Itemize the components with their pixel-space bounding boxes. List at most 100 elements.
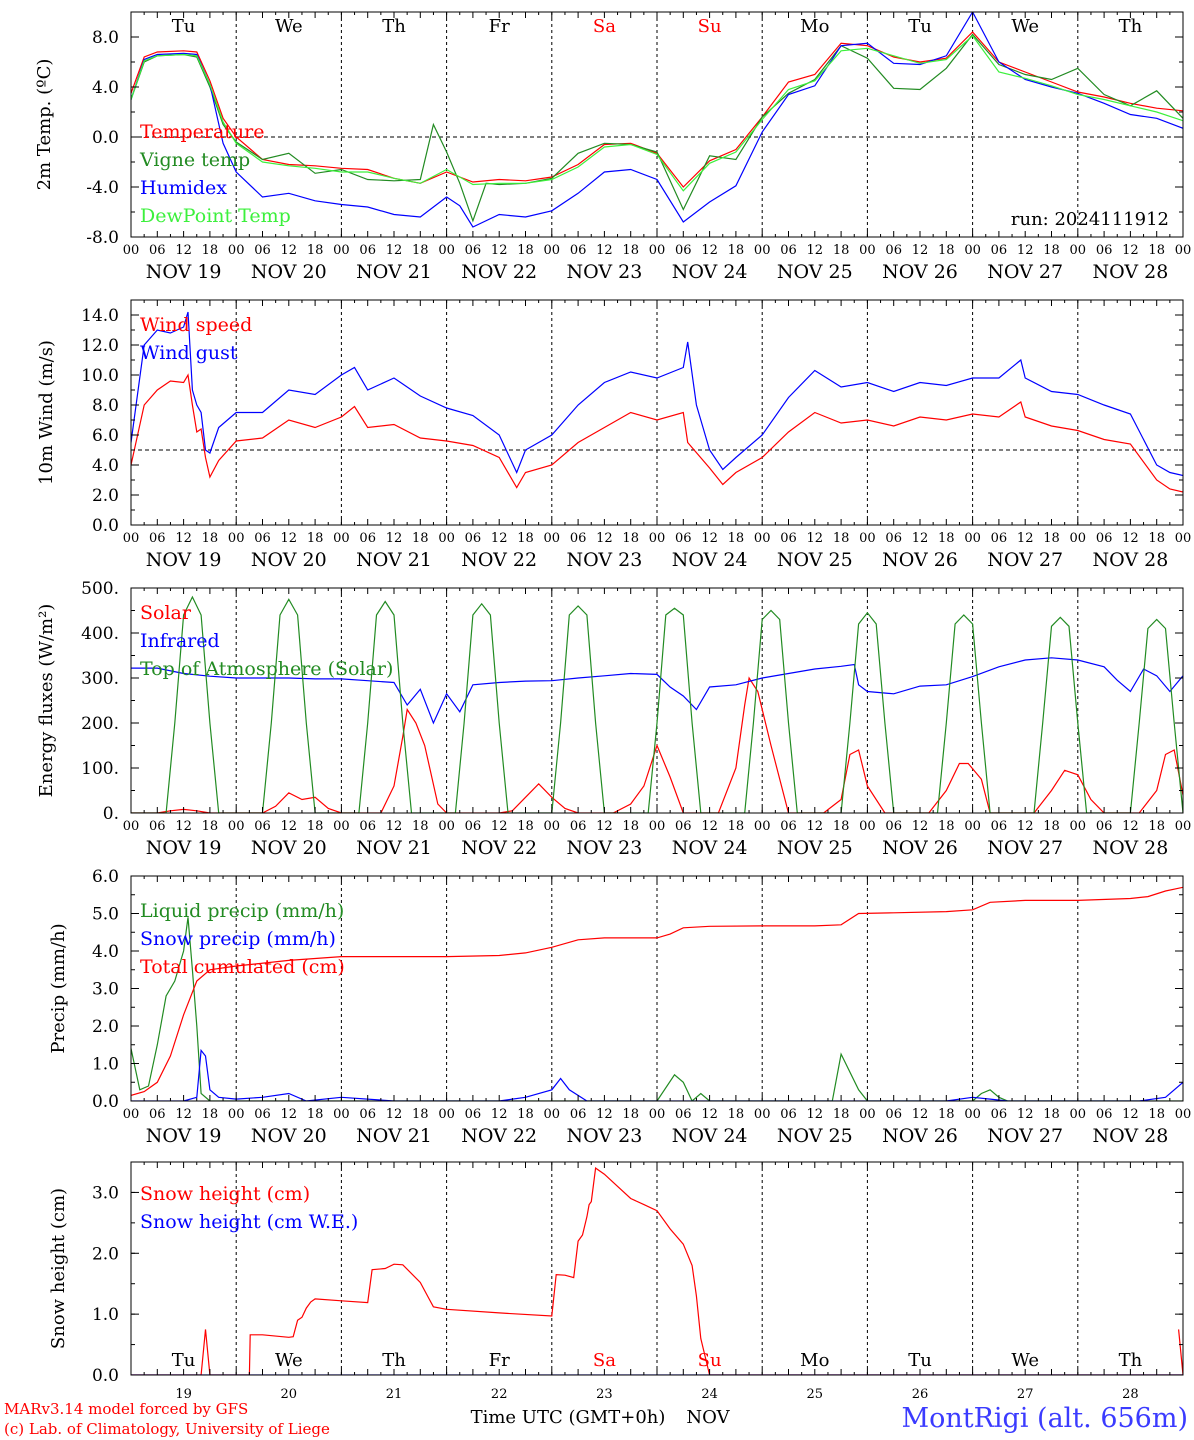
hour-tick-label: 06 [149,1107,166,1122]
hour-tick-label: 12 [701,1107,718,1122]
hour-tick-label: 12 [912,819,929,834]
weekday-label: Tu [172,1350,196,1371]
y-tick-label: 100. [81,759,119,779]
legend-entry: Humidex [140,177,227,199]
legend-entry: Total cumulated (cm) [140,956,345,978]
hour-tick-label: 06 [1096,243,1113,258]
hour-tick-label: 12 [701,819,718,834]
date-label: NOV 21 [356,1125,432,1147]
hour-tick-label: 18 [833,243,850,258]
series-line-snow-height-cm- [131,1167,1183,1375]
hour-tick-label: 06 [780,531,797,546]
legend-entry: Wind speed [140,314,252,336]
day-number-label: 22 [491,1387,508,1402]
hour-tick-label: 00 [1175,531,1192,546]
weekday-label: Tu [172,16,196,37]
hour-tick-label: 06 [675,531,692,546]
weekday-label: Th [382,1350,406,1371]
hour-tick-label: 18 [1148,819,1165,834]
hour-tick-label: 18 [938,819,955,834]
date-label: NOV 26 [882,1125,958,1147]
date-label: NOV 21 [356,837,432,859]
hour-tick-label: 18 [517,819,534,834]
hour-tick-label: 06 [570,819,587,834]
date-label: NOV 23 [566,261,642,283]
weekday-label: Tu [908,1350,932,1371]
hour-tick-label: 18 [1148,243,1165,258]
hour-tick-label: 00 [1175,243,1192,258]
hour-tick-label: 12 [491,819,508,834]
hour-tick-label: 06 [675,1107,692,1122]
hour-tick-label: 18 [938,243,955,258]
series-line-snow-precip-mm-h- [131,1048,1183,1101]
hour-tick-label: 18 [833,1107,850,1122]
hour-tick-label: 06 [675,819,692,834]
hour-tick-label: 18 [728,531,745,546]
panel-frame [130,299,1184,526]
hour-tick-label: 06 [149,819,166,834]
hour-tick-label: 00 [1175,1107,1192,1122]
hour-tick-label: 18 [307,819,324,834]
day-number-label: 26 [912,1387,929,1402]
hour-tick-label: 06 [885,243,902,258]
hour-tick-label: 12 [281,531,298,546]
hour-tick-label: 12 [596,531,613,546]
hour-tick-label: 00 [964,243,981,258]
date-label: NOV 20 [251,837,327,859]
hour-tick-label: 00 [649,531,666,546]
weekday-label: We [1011,16,1039,37]
hour-tick-label: 06 [359,531,376,546]
hour-tick-label: 18 [412,531,429,546]
hour-tick-label: 18 [202,531,219,546]
panel-3: Solar Infrared Top of Atmosphere (Solar) 0.… [36,579,1191,859]
date-label: NOV 22 [461,1125,537,1147]
run-label: run: 2024111912 [1011,209,1169,230]
date-label: NOV 22 [461,261,537,283]
date-label: NOV 21 [356,549,432,571]
hour-tick-label: 06 [570,531,587,546]
hour-tick-label: 12 [1017,819,1034,834]
hour-tick-label: 00 [649,243,666,258]
hour-tick-label: 12 [491,531,508,546]
date-label: NOV 23 [566,837,642,859]
hour-tick-label: 00 [333,819,350,834]
date-label: NOV 23 [566,549,642,571]
hour-tick-label: 18 [938,1107,955,1122]
y-tick-label: 4.0 [92,78,119,98]
date-label: NOV 27 [987,261,1063,283]
hour-tick-label: 18 [1043,531,1060,546]
hour-tick-label: 00 [1070,819,1087,834]
hour-tick-label: 00 [228,819,245,834]
hour-tick-label: 18 [1148,531,1165,546]
panel-5: Snow height (cm) Snow height (cm W.E.) 0.0… [48,1161,1184,1428]
hour-tick-label: 06 [359,819,376,834]
hour-tick-label: 18 [307,531,324,546]
y-tick-label: 500. [81,579,119,599]
hour-tick-label: 06 [254,531,271,546]
hour-tick-label: 12 [912,243,929,258]
weekday-label: Sa [593,16,616,37]
hour-tick-label: 12 [175,1107,192,1122]
date-label: NOV 27 [987,549,1063,571]
weekday-label: Su [698,16,722,37]
hour-tick-label: 06 [570,1107,587,1122]
hour-tick-label: 00 [544,243,561,258]
date-label: NOV 28 [1092,261,1168,283]
hour-tick-label: 06 [991,531,1008,546]
hour-tick-label: 06 [149,531,166,546]
y-tick-label: 3.0 [92,1183,119,1203]
hour-tick-label: 06 [359,1107,376,1122]
y-tick-label: 0.0 [92,1092,119,1112]
weekday-label: Fr [489,16,510,37]
y-tick-label: 10.0 [81,366,119,386]
hour-tick-label: 00 [754,531,771,546]
day-number-label: 27 [1017,1387,1034,1402]
hour-tick-label: 18 [307,243,324,258]
date-label: NOV 26 [882,261,958,283]
legend-entry: Solar [140,602,192,624]
day-number-label: 20 [281,1387,298,1402]
weekday-label: Tu [908,16,932,37]
weekday-label: Th [382,16,406,37]
hour-tick-label: 00 [859,531,876,546]
hour-tick-label: 00 [544,819,561,834]
